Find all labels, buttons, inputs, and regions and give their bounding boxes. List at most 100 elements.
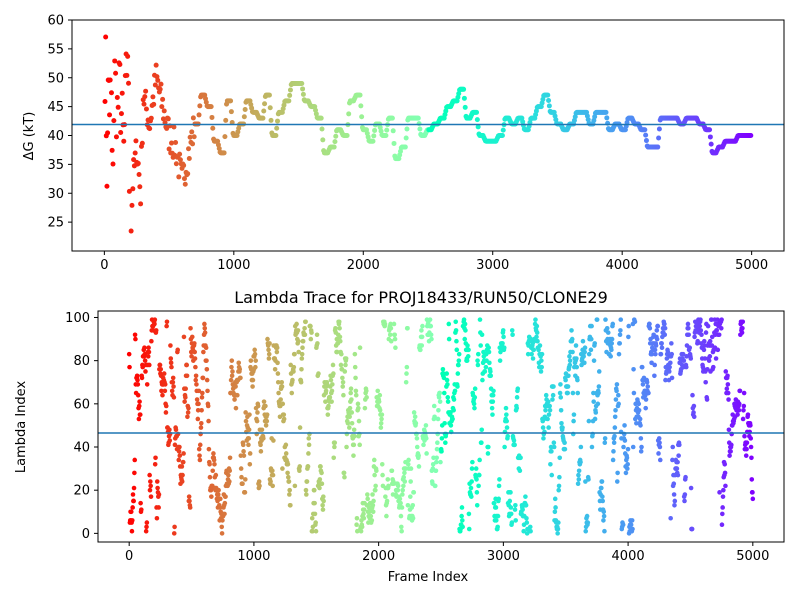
lambda-point [662,332,668,338]
lambda-point [294,321,299,327]
dg-point [344,133,350,138]
lambda-point [474,477,479,482]
dg-y-axis-label: ΔG (kT) [22,112,37,161]
lambda-point [504,425,510,430]
lambda-point [348,386,354,392]
lambda-point [370,502,376,508]
lambda-point [489,405,495,411]
lambda-point [230,369,235,374]
lambda-point [614,479,620,484]
lambda-point [334,349,340,355]
lambda-point [728,449,733,454]
lambda-point [175,347,181,353]
lambda-point [180,472,185,478]
lambda-point [658,351,664,357]
lambda-point [246,442,251,448]
dg-point [191,134,197,140]
lambda-point [692,334,697,340]
dg-point [104,183,110,189]
lambda-point [479,440,484,445]
lambda-point [456,358,462,363]
lambda-point [380,472,385,478]
dg-point [372,127,378,133]
dg-point [130,186,136,192]
lambda-point [177,444,182,450]
lambda-point [137,399,142,404]
lambda-point [253,358,259,363]
lambda-point [541,436,546,441]
lambda-point [404,364,410,370]
lambda-point [594,317,600,322]
lambda-point [745,412,751,417]
dg-point [319,126,325,132]
lambda-point [720,505,725,510]
lambda-point [247,412,252,417]
lambda-point [586,351,592,357]
lambda-point [629,518,635,523]
dg-point [209,114,215,120]
lambda-point [416,453,421,458]
lambda-point [344,444,349,450]
lambda-point [578,444,584,450]
lambda-point [717,490,722,495]
lambda-point [748,436,754,441]
lambda-point [439,436,445,441]
lambda-point [667,364,672,370]
x-tick-label: 3000 [487,549,520,564]
lambda-point [524,520,530,525]
lambda-point [609,347,614,353]
lambda-point [741,403,747,409]
lambda-point [674,466,680,471]
dg-point [102,289,107,294]
lambda-point [547,408,553,413]
lambda-point [666,369,672,374]
lambda-point [389,468,395,474]
lambda-point [223,494,228,499]
dg-point [182,181,188,187]
dg-point [402,144,408,150]
dg-point [186,146,192,152]
lambda-point [235,392,240,398]
dg-point [114,95,120,101]
lambda-point [330,362,336,368]
lambda-point [656,451,661,456]
lambda-point [450,416,455,422]
lambda-point [434,459,439,465]
lambda-point [337,338,343,344]
lambda-point [158,366,164,372]
lambda-point [278,397,283,402]
lambda-point [591,358,597,363]
lambda-point [736,408,742,413]
lambda-point [470,459,475,465]
lambda-point [305,464,311,469]
lambda-point [351,427,357,433]
lambda-point [723,369,729,374]
lambda-point [456,362,461,368]
lambda-point [338,362,344,368]
lambda-point [750,490,755,495]
lambda-point [514,395,520,400]
lambda-point [725,390,731,396]
lambda-point [143,528,149,534]
lambda-point [744,446,749,452]
lambda-point [448,423,454,428]
dg-point [273,133,279,138]
lambda-point [464,358,470,363]
lambda-point [330,382,335,387]
lambda-point [685,321,691,327]
lambda-point [432,414,437,420]
lambda-point [237,366,243,372]
lambda-point [562,440,567,445]
lambda-point [374,468,379,474]
lambda-point [139,375,145,381]
lambda-point [373,483,378,489]
y-tick-label: 35 [47,158,64,173]
lambda-point [444,371,450,376]
lambda-point [377,392,383,398]
lambda-point [304,492,309,497]
lambda-point [371,457,377,463]
lambda-point [480,377,485,383]
lambda-point [455,371,461,376]
lambda-point [536,347,541,353]
lambda-point [232,397,237,402]
